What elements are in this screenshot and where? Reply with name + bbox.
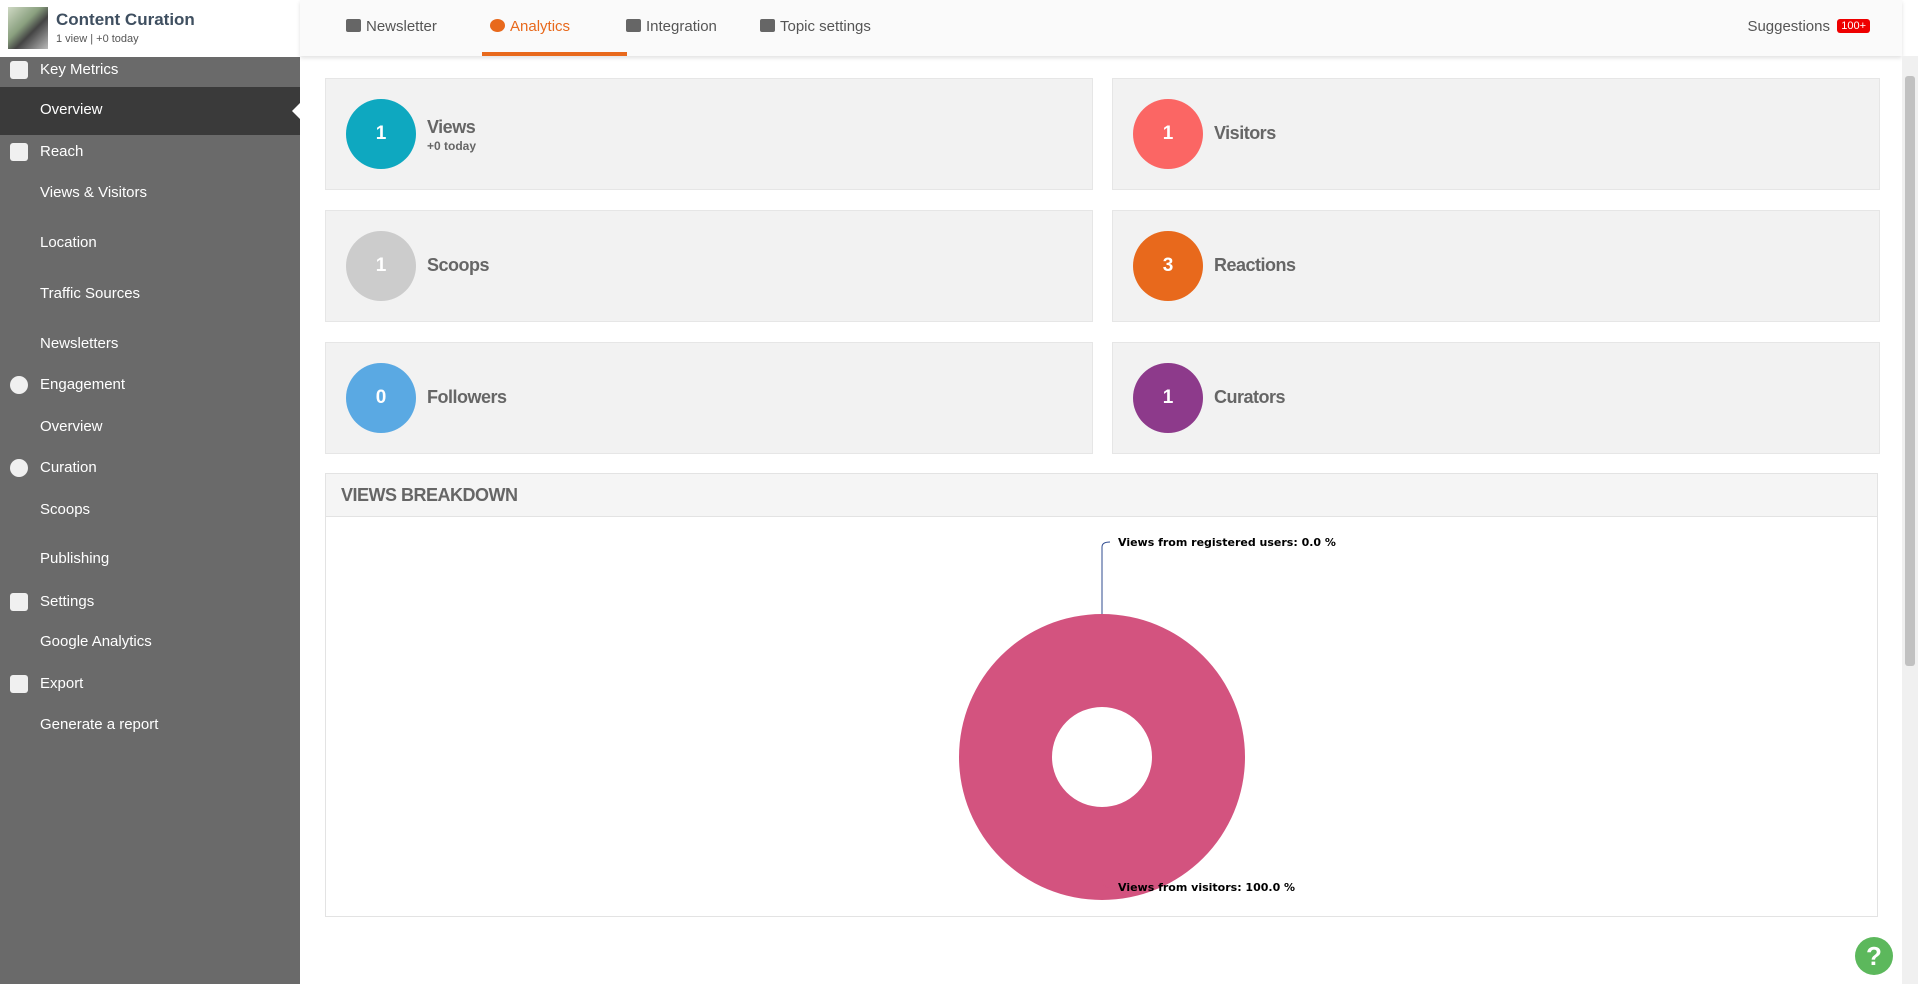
active-pointer — [292, 103, 300, 119]
sidebar-label[interactable]: Overview — [40, 418, 103, 435]
pie-label: Views from registered users: 0.0 % — [1118, 536, 1336, 549]
tab-underline — [482, 52, 627, 56]
badge: 100+ — [1837, 19, 1870, 33]
sidebar-section[interactable]: Reach — [0, 140, 300, 164]
tab-label[interactable]: Integration — [646, 18, 717, 35]
sidebar-label[interactable]: Google Analytics — [40, 633, 152, 650]
pie-label: Views from visitors: 100.0 % — [1118, 881, 1295, 894]
metric-card: 1 Visitors — [1112, 78, 1880, 190]
brand: Content Curation 1 view | +0 today — [0, 0, 300, 57]
suggestions[interactable]: Suggestions — [1747, 18, 1830, 35]
tab-icon — [490, 19, 505, 32]
tab-label[interactable]: Analytics — [510, 18, 571, 35]
help-button[interactable]: ? — [1855, 937, 1893, 975]
sidebar-label[interactable]: Publishing — [40, 550, 110, 567]
metric-circle: 0 — [346, 363, 416, 433]
metric-card: 1 Views +0 today — [325, 78, 1093, 190]
metric-label: Scoops — [427, 255, 490, 275]
metric-circle: 1 — [346, 231, 416, 301]
views-breakdown: VIEWS BREAKDOWN Views from registered us… — [325, 473, 1878, 917]
metric-label: Curators — [1214, 387, 1286, 407]
metric-circle: 3 — [1133, 231, 1203, 301]
sidebar-item[interactable]: Views & Visitors — [0, 181, 300, 205]
sidebar-label[interactable]: Generate a report — [40, 716, 159, 733]
sidebar-item[interactable]: Overview — [0, 87, 300, 135]
sidebar-item[interactable]: Newsletters — [0, 332, 300, 356]
pie-slice — [959, 614, 1245, 900]
metric-circle: 1 — [1133, 363, 1203, 433]
sidebar-section[interactable]: Key Metrics — [0, 58, 300, 82]
scroll-thumb[interactable] — [1905, 76, 1915, 666]
sidebar-section[interactable]: Settings — [0, 590, 300, 614]
metric-card: 1 Scoops — [325, 210, 1093, 322]
metric-card: 3 Reactions — [1112, 210, 1880, 322]
sidebar-label[interactable]: Scoops — [40, 501, 91, 518]
sidebar-label[interactable]: Key Metrics — [40, 61, 119, 78]
sidebar-label[interactable]: Reach — [40, 143, 84, 160]
nav-tab[interactable]: Topic settings — [760, 18, 871, 35]
sidebar-icon — [10, 143, 28, 161]
tab-icon — [626, 19, 641, 32]
nav-tab[interactable]: Analytics — [490, 18, 570, 35]
metric-label: Reactions — [1214, 255, 1296, 275]
sidebar-item[interactable]: Overview — [0, 415, 300, 439]
metric-circle: 1 — [1133, 99, 1203, 169]
metric-card: 0 Followers — [325, 342, 1093, 454]
sidebar-item[interactable]: Location — [0, 231, 300, 255]
sidebar-icon — [10, 376, 28, 394]
metric-circle: 1 — [346, 99, 416, 169]
sidebar-icon — [10, 61, 28, 79]
sidebar-item[interactable]: Publishing — [0, 547, 300, 571]
sidebar-icon — [10, 675, 28, 693]
nav-tab[interactable]: Integration — [626, 18, 717, 35]
sidebar-section[interactable]: Engagement — [0, 373, 300, 397]
sidebar-section[interactable]: Curation — [0, 456, 300, 480]
sidebar-label[interactable]: Location — [40, 234, 97, 251]
sidebar-label[interactable]: Export — [40, 675, 84, 692]
topic-title[interactable]: Content Curation — [56, 10, 195, 29]
donut-chart: Views from registered users: 0.0 % Views … — [959, 536, 1336, 900]
top-nav: Suggestions 100+ Newsletter Analytics Inte… — [300, 0, 1902, 56]
scrollbar[interactable] — [1902, 56, 1918, 984]
tab-icon — [760, 19, 775, 32]
sidebar-icon — [10, 593, 28, 611]
sidebar-item[interactable]: Scoops — [0, 498, 300, 522]
sidebar-item[interactable]: Google Analytics — [0, 630, 300, 654]
metric-label: Visitors — [1214, 123, 1276, 143]
panel-title: VIEWS BREAKDOWN — [326, 474, 1877, 517]
metric-label: Followers — [427, 387, 507, 407]
tab-label[interactable]: Newsletter — [366, 18, 437, 35]
sidebar-label[interactable]: Newsletters — [40, 335, 119, 352]
sidebar-label[interactable]: Curation — [40, 459, 97, 476]
metric-label: Views — [427, 117, 476, 137]
sidebar-label[interactable]: Traffic Sources — [40, 285, 141, 302]
nav-tab[interactable]: Newsletter — [346, 18, 437, 35]
sidebar-section[interactable]: Export — [0, 672, 300, 696]
logo — [8, 7, 48, 49]
sidebar-item[interactable]: Traffic Sources — [0, 282, 300, 306]
sidebar-label[interactable]: Settings — [40, 593, 95, 610]
tab-icon — [346, 19, 361, 32]
sidebar-label[interactable]: Views & Visitors — [40, 184, 147, 201]
tab-label[interactable]: Topic settings — [780, 18, 871, 35]
metric-sub: +0 today — [427, 139, 477, 153]
sidebar-label[interactable]: Overview — [40, 101, 103, 118]
sidebar-label[interactable]: Engagement — [40, 376, 126, 393]
sidebar-icon — [10, 459, 28, 477]
leader-line — [1101, 878, 1111, 900]
topic-subtitle: 1 view | +0 today — [56, 33, 139, 45]
sidebar: Key Metrics Overview Reach Views & Visitors… — [0, 0, 300, 984]
metric-card: 1 Curators — [1112, 342, 1880, 454]
leader-line — [1101, 541, 1111, 707]
sidebar-item[interactable]: Generate a report — [0, 713, 300, 737]
